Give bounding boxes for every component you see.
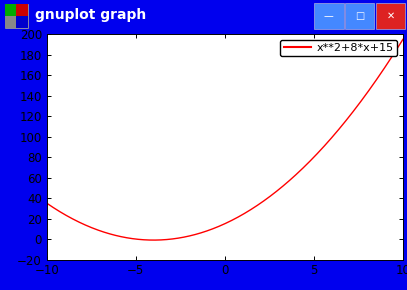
Bar [16, 16, 28, 28]
Bar [5, 16, 16, 28]
Text: gnuplot graph: gnuplot graph [35, 8, 146, 22]
Bar [5, 4, 16, 16]
Text: —: — [324, 11, 334, 21]
Bar [16, 4, 28, 16]
Bar [376, 3, 405, 29]
Bar [314, 3, 344, 29]
Legend: x**2+8*x+15: x**2+8*x+15 [280, 40, 397, 57]
Bar [345, 3, 374, 29]
Text: □: □ [355, 11, 364, 21]
Text: ✕: ✕ [387, 11, 395, 21]
Bar [5, 4, 28, 28]
